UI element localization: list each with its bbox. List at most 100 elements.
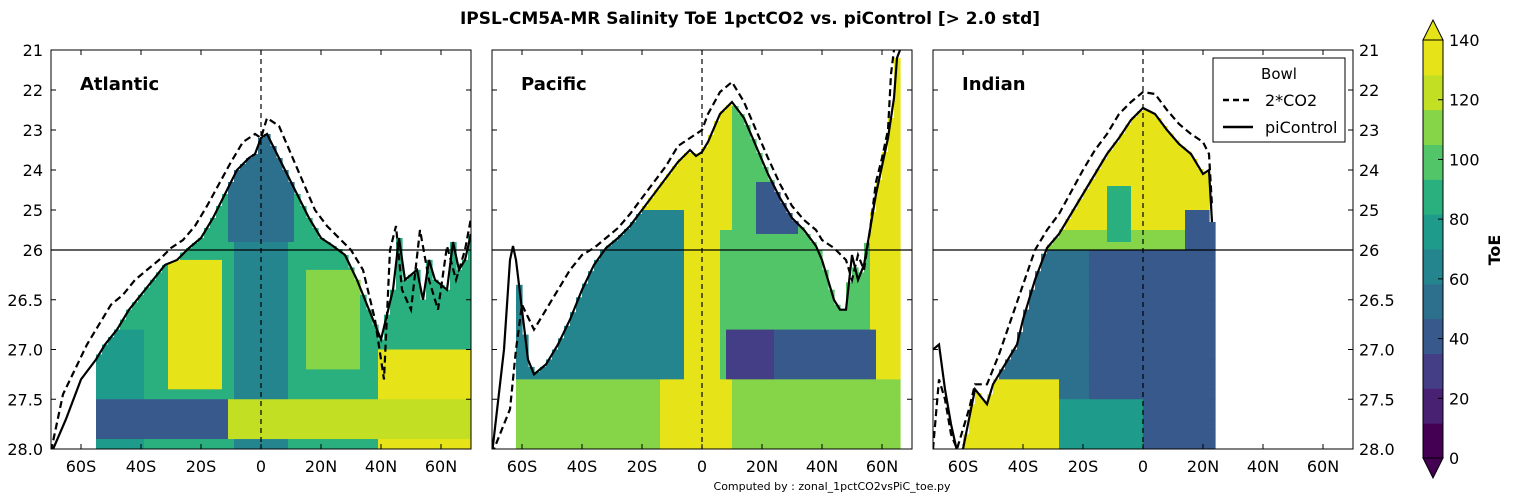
toe-cell <box>684 158 691 163</box>
toe-cell <box>1137 399 1144 410</box>
toe-cell <box>1107 379 1114 390</box>
toe-cell <box>894 319 901 331</box>
toe-cell <box>1107 190 1114 195</box>
toe-cell <box>720 218 727 223</box>
toe-cell <box>1203 399 1210 410</box>
toe-cell <box>684 186 691 191</box>
toe-cell <box>888 230 895 235</box>
toe-cell <box>432 349 439 361</box>
toe-cell <box>756 299 763 311</box>
toe-cell <box>1203 242 1210 247</box>
toe-cell <box>636 259 643 271</box>
toe-cell <box>1167 289 1174 301</box>
toe-cell <box>252 194 259 199</box>
toe-cell <box>324 419 331 430</box>
toe-cell <box>1035 319 1042 331</box>
toe-cell <box>384 329 391 341</box>
toe-cell <box>300 238 307 243</box>
toe-cell <box>444 339 451 351</box>
toe-cell <box>828 429 835 440</box>
toe-cell <box>252 409 259 420</box>
toe-cell <box>660 230 667 235</box>
toe-cell <box>1101 234 1108 239</box>
toe-cell <box>1101 170 1108 175</box>
toe-cell <box>600 419 607 430</box>
toe-cell <box>1197 259 1204 271</box>
toe-cell <box>138 339 145 351</box>
toe-cell <box>1053 379 1060 390</box>
toe-cell <box>768 226 775 231</box>
toe-cell <box>750 439 757 449</box>
toe-cell <box>246 339 253 351</box>
toe-cell <box>1029 329 1036 341</box>
toe-cell <box>240 222 247 227</box>
toe-cell <box>858 369 865 380</box>
toe-cell <box>1167 190 1174 195</box>
toe-cell <box>282 246 289 251</box>
toe-cell <box>666 222 673 227</box>
toe-cell <box>852 379 859 390</box>
toe-cell <box>738 279 745 291</box>
toe-cell <box>702 279 709 291</box>
toe-cell <box>630 419 637 430</box>
toe-cell <box>606 329 613 341</box>
toe-cell <box>750 399 757 410</box>
toe-cell <box>780 242 787 247</box>
toe-cell <box>864 369 871 380</box>
toe-cell <box>120 389 127 400</box>
toe-cell <box>1059 339 1066 351</box>
toe-cell <box>1017 339 1024 351</box>
toe-cell <box>756 439 763 449</box>
toe-cell <box>348 359 355 370</box>
toe-cell <box>654 190 661 195</box>
toe-cell <box>342 279 349 291</box>
toe-cell <box>1041 439 1048 449</box>
toe-cell <box>1119 146 1126 151</box>
toe-cell <box>1065 339 1072 351</box>
toe-cell <box>690 178 697 183</box>
toe-cell <box>108 439 115 449</box>
toe-cell <box>750 289 757 301</box>
toe-cell <box>282 329 289 341</box>
toe-cell <box>768 409 775 420</box>
toe-cell <box>450 389 457 400</box>
toe-cell <box>702 259 709 271</box>
toe-cell <box>666 359 673 370</box>
toe-cell <box>888 250 895 261</box>
toe-cell <box>1059 299 1066 311</box>
toe-cell <box>276 238 283 243</box>
toe-cell <box>1071 369 1078 380</box>
toe-cell <box>1185 389 1192 400</box>
toe-cell <box>1209 226 1216 231</box>
toe-cell <box>834 309 841 321</box>
toe-cell <box>126 409 133 420</box>
toe-cell <box>666 269 673 281</box>
toe-cell <box>1179 279 1186 291</box>
toe-cell <box>726 162 733 167</box>
toe-cell <box>1203 419 1210 430</box>
toe-cell <box>999 429 1006 440</box>
toe-cell <box>786 299 793 311</box>
toe-cell <box>810 369 817 380</box>
toe-cell <box>192 246 199 251</box>
toe-cell <box>438 349 445 361</box>
toe-cell <box>1173 154 1180 159</box>
toe-cell <box>666 246 673 251</box>
toe-cell <box>750 198 757 203</box>
toe-cell <box>1089 222 1096 227</box>
toe-cell <box>324 246 331 251</box>
toe-cell <box>390 339 397 351</box>
toe-cell <box>1137 202 1144 207</box>
toe-cell <box>720 206 727 211</box>
toe-cell <box>468 319 471 331</box>
toe-cell <box>660 226 667 231</box>
toe-cell <box>1149 234 1156 239</box>
toe-cell <box>768 299 775 311</box>
toe-cell <box>708 234 715 239</box>
toe-cell <box>150 309 157 321</box>
toe-cell <box>636 234 643 239</box>
toe-cell <box>156 272 163 281</box>
toe-cell <box>1167 226 1174 231</box>
toe-cell <box>1077 199 1084 203</box>
toe-cell <box>372 369 379 380</box>
